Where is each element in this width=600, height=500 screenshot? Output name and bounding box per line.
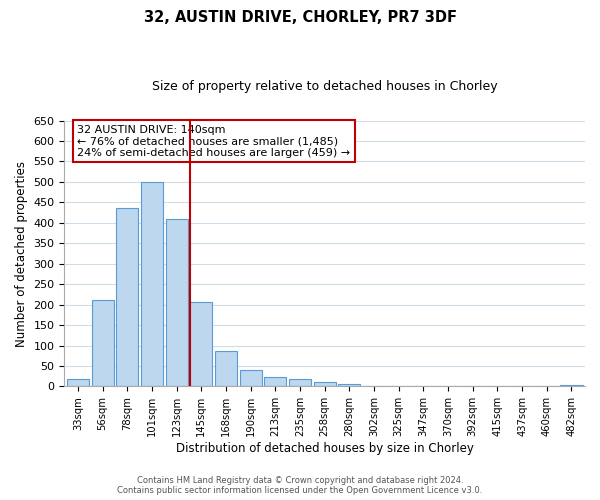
Bar bbox=[92, 300, 114, 386]
Bar bbox=[289, 379, 311, 386]
Bar bbox=[67, 379, 89, 386]
Y-axis label: Number of detached properties: Number of detached properties bbox=[15, 160, 28, 346]
Bar bbox=[166, 218, 188, 386]
Bar bbox=[190, 302, 212, 386]
Text: Contains HM Land Registry data © Crown copyright and database right 2024.
Contai: Contains HM Land Registry data © Crown c… bbox=[118, 476, 482, 495]
X-axis label: Distribution of detached houses by size in Chorley: Distribution of detached houses by size … bbox=[176, 442, 473, 455]
Bar bbox=[338, 384, 361, 386]
Bar bbox=[215, 351, 237, 386]
Text: 32, AUSTIN DRIVE, CHORLEY, PR7 3DF: 32, AUSTIN DRIVE, CHORLEY, PR7 3DF bbox=[143, 10, 457, 25]
Bar bbox=[264, 378, 286, 386]
Bar bbox=[314, 382, 336, 386]
Bar bbox=[560, 385, 583, 386]
Title: Size of property relative to detached houses in Chorley: Size of property relative to detached ho… bbox=[152, 80, 497, 93]
Bar bbox=[239, 370, 262, 386]
Bar bbox=[116, 208, 139, 386]
Text: 32 AUSTIN DRIVE: 140sqm
← 76% of detached houses are smaller (1,485)
24% of semi: 32 AUSTIN DRIVE: 140sqm ← 76% of detache… bbox=[77, 124, 350, 158]
Bar bbox=[141, 182, 163, 386]
